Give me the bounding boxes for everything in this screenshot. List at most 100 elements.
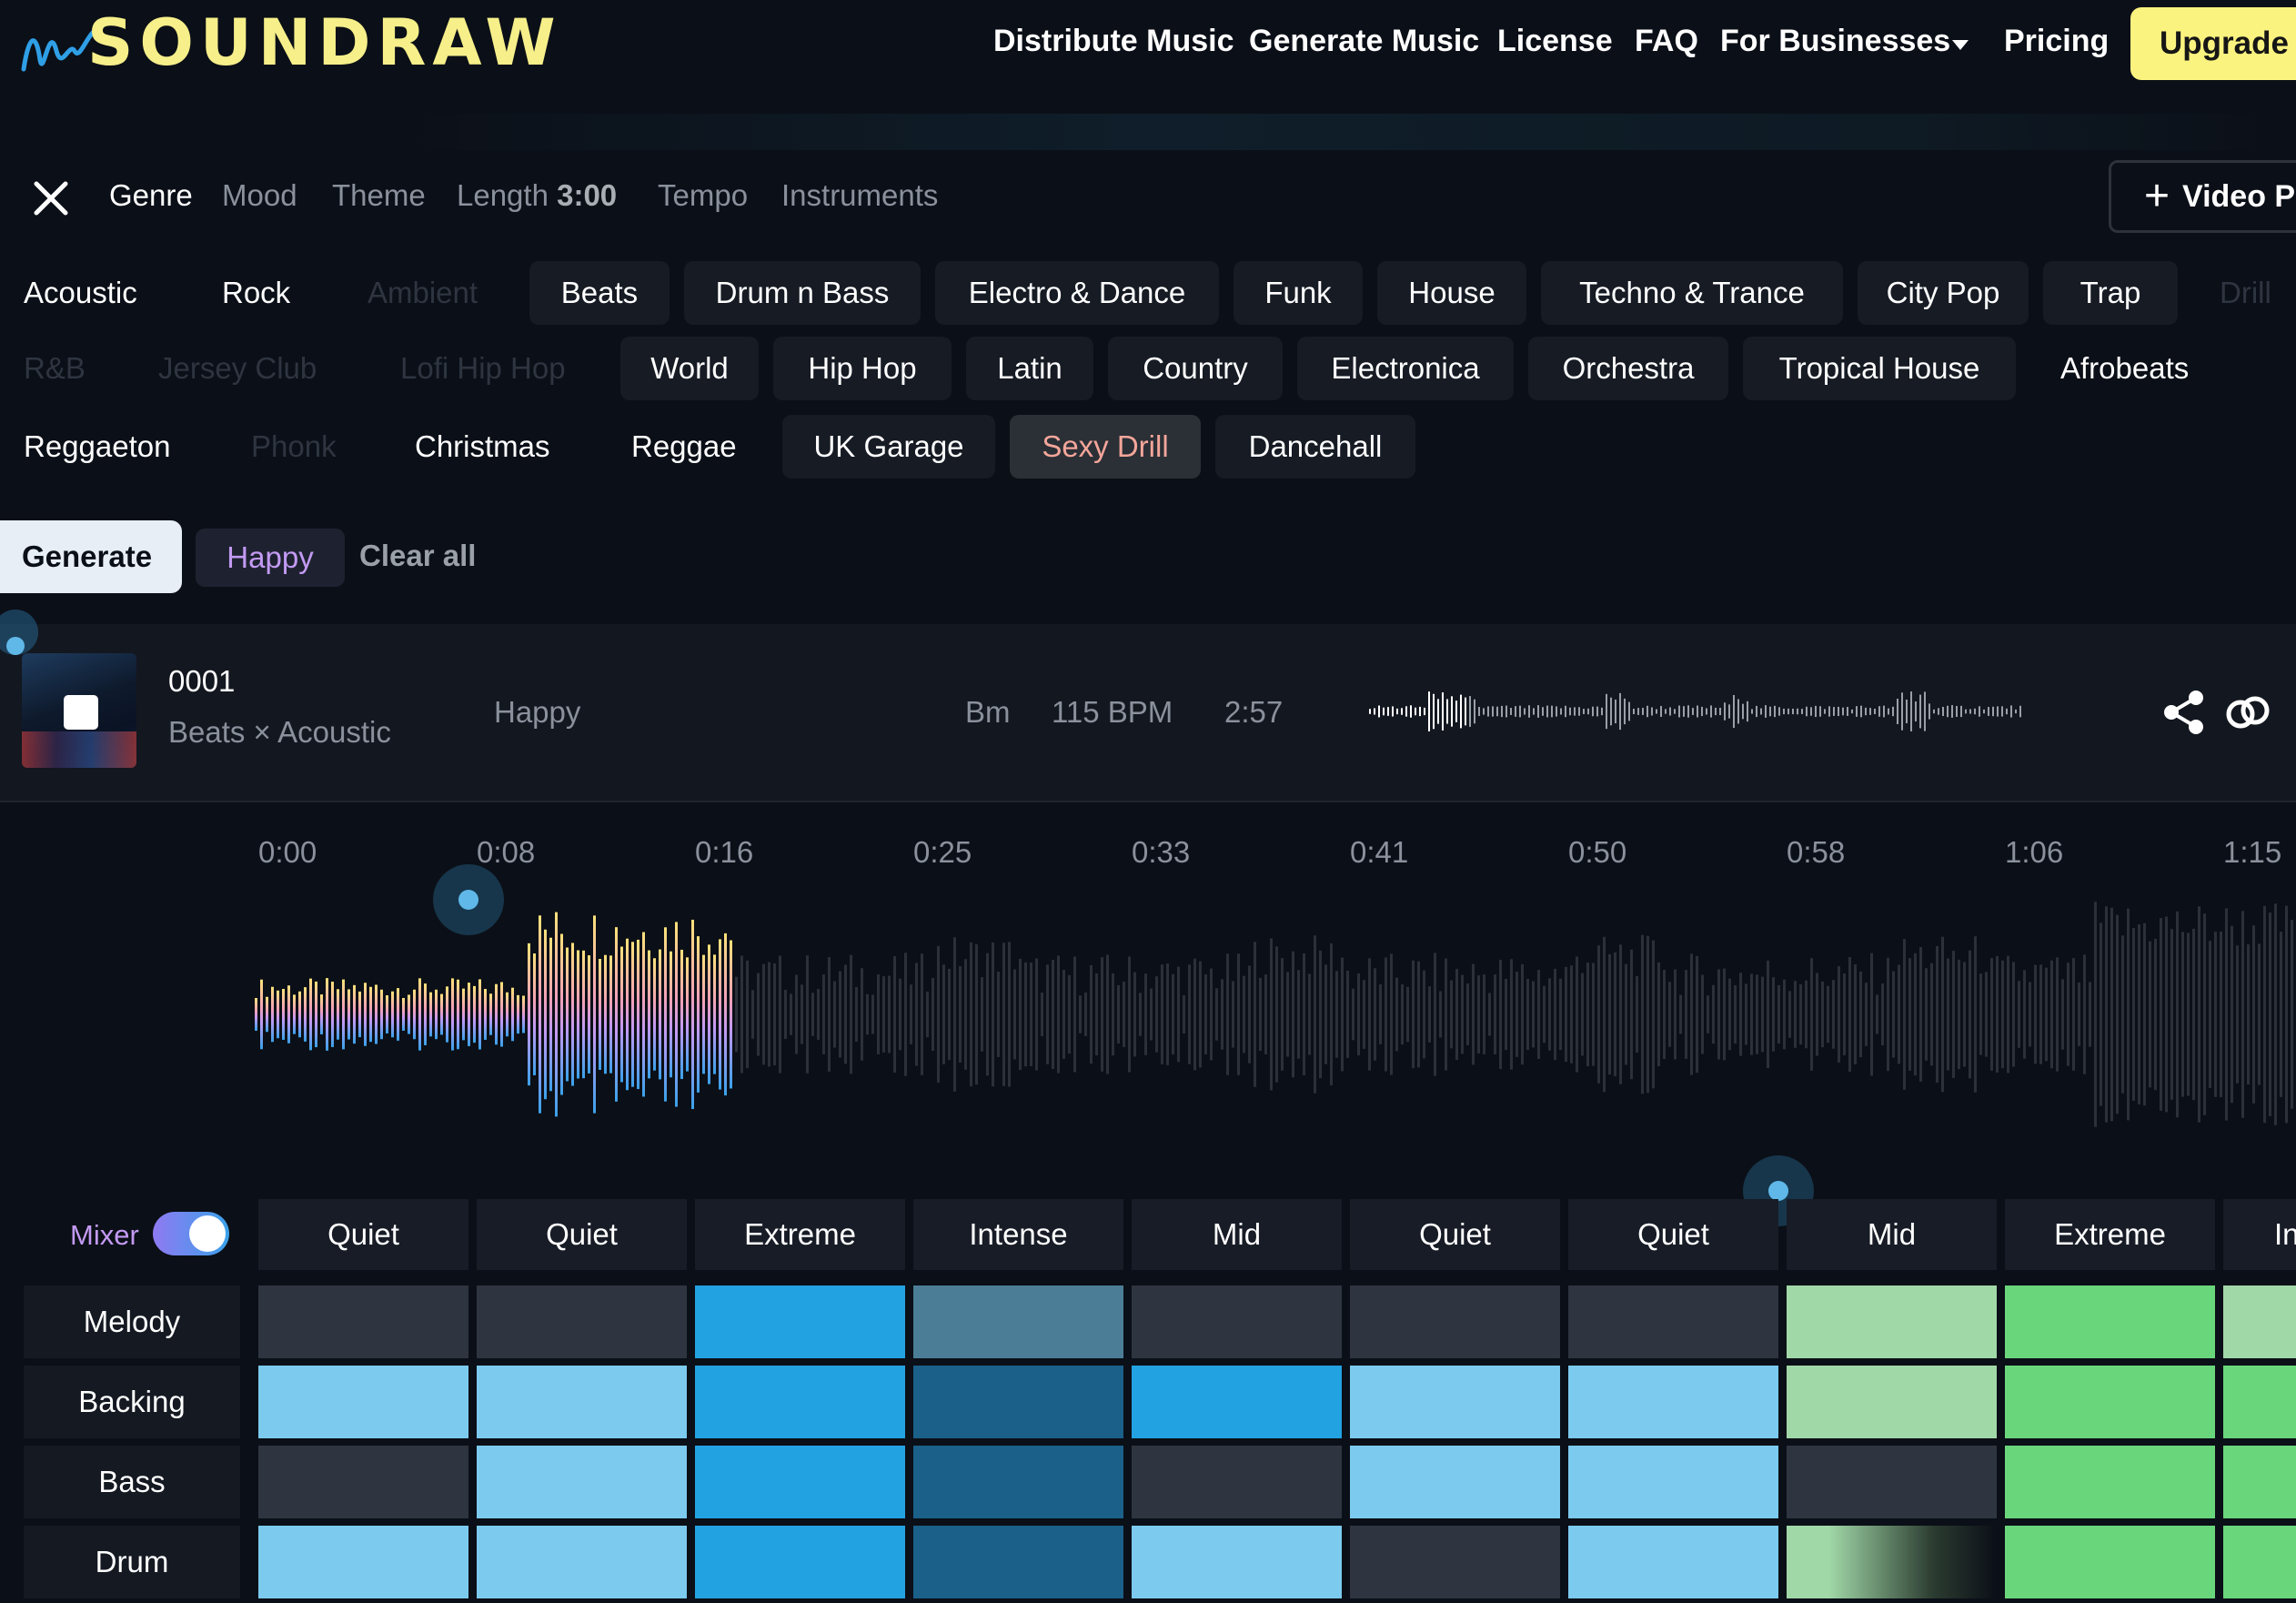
- mixer-cell[interactable]: [258, 1446, 468, 1518]
- generate-button[interactable]: Generate: [0, 520, 182, 593]
- mixer-cell[interactable]: [1132, 1446, 1342, 1518]
- mixer-cell[interactable]: [1787, 1285, 1997, 1358]
- nav-faq[interactable]: FAQ: [1635, 24, 1698, 58]
- mixer-cell[interactable]: [913, 1446, 1123, 1518]
- selected-mood-chip[interactable]: Happy: [196, 529, 345, 587]
- mixer-cell[interactable]: [1132, 1366, 1342, 1438]
- genre-chip-country[interactable]: Country: [1108, 337, 1283, 400]
- genre-chip-city-pop[interactable]: City Pop: [1858, 261, 2029, 325]
- mixer-cell[interactable]: [1350, 1366, 1560, 1438]
- mixer-cell[interactable]: [695, 1446, 905, 1518]
- mixer-cell[interactable]: [2005, 1526, 2215, 1598]
- mixer-cell[interactable]: [1787, 1366, 1997, 1438]
- mixer-cell[interactable]: [477, 1366, 687, 1438]
- stop-icon[interactable]: [64, 695, 98, 730]
- mixer-cell[interactable]: [477, 1526, 687, 1598]
- mixer-cell[interactable]: [2223, 1526, 2296, 1598]
- mixer-cell[interactable]: [1568, 1526, 1778, 1598]
- genre-chip-reggae[interactable]: Reggae: [631, 429, 737, 463]
- mixer-cell[interactable]: [2223, 1366, 2296, 1438]
- share-icon[interactable]: [2163, 690, 2205, 735]
- nav-generate-music[interactable]: Generate Music: [1249, 24, 1480, 58]
- mixer-cell[interactable]: [2005, 1285, 2215, 1358]
- tab-tempo[interactable]: Tempo: [658, 178, 749, 212]
- mixer-cell[interactable]: [258, 1285, 468, 1358]
- genre-chip-hip-hop[interactable]: Hip Hop: [773, 337, 952, 400]
- track-row[interactable]: [0, 624, 2296, 802]
- mixer-toggle[interactable]: [153, 1212, 229, 1255]
- intensity-cell[interactable]: Extreme: [695, 1199, 905, 1270]
- mixer-cell[interactable]: [695, 1366, 905, 1438]
- genre-chip-acoustic[interactable]: Acoustic: [24, 276, 137, 309]
- genre-chip-drill[interactable]: Drill: [2220, 276, 2271, 309]
- main-waveform[interactable]: [255, 901, 2296, 1128]
- genre-chip-drum-n-bass[interactable]: Drum n Bass: [684, 261, 921, 325]
- intensity-cell[interactable]: Mid: [1132, 1199, 1342, 1270]
- genre-chip-reggaeton[interactable]: Reggaeton: [24, 429, 171, 463]
- genre-chip-world[interactable]: World: [620, 337, 759, 400]
- chevron-down-icon[interactable]: [1952, 40, 1969, 50]
- genre-chip-rock[interactable]: Rock: [222, 276, 291, 309]
- genre-chip-electro-dance[interactable]: Electro & Dance: [935, 261, 1219, 325]
- genre-chip-afrobeats[interactable]: Afrobeats: [2060, 351, 2190, 385]
- genre-chip-beats[interactable]: Beats: [529, 261, 670, 325]
- mixer-cell[interactable]: [1350, 1526, 1560, 1598]
- genre-chip-dancehall[interactable]: Dancehall: [1215, 415, 1415, 479]
- mixer-cell[interactable]: [1350, 1446, 1560, 1518]
- genre-chip-phonk[interactable]: Phonk: [251, 429, 337, 463]
- mixer-cell[interactable]: [695, 1285, 905, 1358]
- genre-chip-ambient[interactable]: Ambient: [368, 276, 478, 309]
- genre-chip-rnb[interactable]: R&B: [24, 351, 86, 385]
- tab-genre[interactable]: Genre: [109, 178, 193, 212]
- mixer-cell[interactable]: [1132, 1285, 1342, 1358]
- intensity-cell[interactable]: Quiet: [1568, 1199, 1778, 1270]
- tab-mood[interactable]: Mood: [222, 178, 297, 212]
- tab-instruments[interactable]: Instruments: [781, 178, 939, 212]
- mixer-cell[interactable]: [1568, 1446, 1778, 1518]
- genre-chip-christmas[interactable]: Christmas: [415, 429, 550, 463]
- genre-chip-tropical-house[interactable]: Tropical House: [1743, 337, 2016, 400]
- mixer-cell[interactable]: [913, 1285, 1123, 1358]
- mixer-cell[interactable]: [1787, 1446, 1997, 1518]
- genre-chip-electronica[interactable]: Electronica: [1297, 337, 1514, 400]
- mixer-cell[interactable]: [695, 1526, 905, 1598]
- intensity-cell[interactable]: Extreme: [2005, 1199, 2215, 1270]
- genre-chip-techno-trance[interactable]: Techno & Trance: [1541, 261, 1843, 325]
- link-icon[interactable]: [2225, 690, 2271, 735]
- mixer-cell[interactable]: [2005, 1366, 2215, 1438]
- genre-chip-house[interactable]: House: [1377, 261, 1526, 325]
- genre-chip-funk[interactable]: Funk: [1234, 261, 1363, 325]
- video-button[interactable]: + Video P: [2109, 160, 2296, 233]
- mixer-cell[interactable]: [2223, 1285, 2296, 1358]
- upgrade-button[interactable]: Upgrade: [2130, 7, 2296, 80]
- mixer-cell[interactable]: [1132, 1526, 1342, 1598]
- genre-chip-lofi-hip-hop[interactable]: Lofi Hip Hop: [400, 351, 566, 385]
- nav-for-businesses[interactable]: For Businesses: [1720, 24, 1951, 58]
- mixer-cell[interactable]: [1350, 1285, 1560, 1358]
- mixer-cell[interactable]: [1568, 1285, 1778, 1358]
- genre-chip-trap[interactable]: Trap: [2043, 261, 2178, 325]
- tab-length[interactable]: Length 3:00: [457, 178, 617, 213]
- mixer-cell[interactable]: [2223, 1446, 2296, 1518]
- intensity-cell[interactable]: Intense: [913, 1199, 1123, 1270]
- intensity-cell[interactable]: Intense: [2223, 1199, 2296, 1270]
- mixer-cell[interactable]: [258, 1366, 468, 1438]
- close-icon[interactable]: [33, 180, 69, 217]
- genre-chip-latin[interactable]: Latin: [966, 337, 1093, 400]
- genre-chip-sexy-drill[interactable]: Sexy Drill: [1010, 415, 1201, 479]
- nav-pricing[interactable]: Pricing: [2004, 24, 2110, 58]
- clear-all-button[interactable]: Clear all: [359, 539, 477, 572]
- genre-chip-jersey-club[interactable]: Jersey Club: [158, 351, 317, 385]
- nav-distribute-music[interactable]: Distribute Music: [993, 24, 1234, 58]
- mixer-cell[interactable]: [477, 1446, 687, 1518]
- genre-chip-uk-garage[interactable]: UK Garage: [782, 415, 995, 479]
- mixer-cell[interactable]: [477, 1285, 687, 1358]
- mixer-cell[interactable]: [258, 1526, 468, 1598]
- intensity-cell[interactable]: Mid: [1787, 1199, 1997, 1270]
- intensity-cell[interactable]: Quiet: [1350, 1199, 1560, 1270]
- track-mini-waveform[interactable]: [1369, 684, 2024, 739]
- mixer-cell[interactable]: [1787, 1526, 1997, 1598]
- mixer-cell[interactable]: [2005, 1446, 2215, 1518]
- mixer-cell[interactable]: [1568, 1366, 1778, 1438]
- logo[interactable]: SOUNDRAW: [87, 5, 562, 80]
